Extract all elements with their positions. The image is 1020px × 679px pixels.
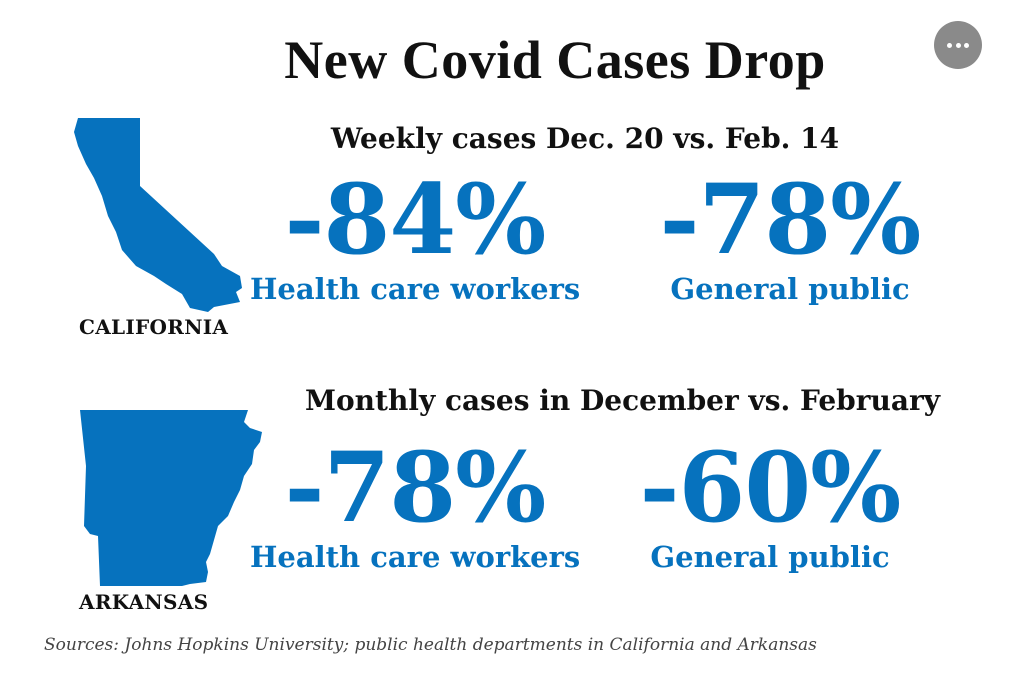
california-map-icon	[74, 118, 242, 312]
stat-label: General public	[650, 540, 890, 574]
state-label-arkansas: ARKANSAS	[79, 590, 209, 614]
more-horizontal-icon	[955, 43, 961, 48]
arkansas-panel: ARKANSAS Monthly cases in December vs. F…	[0, 380, 1020, 620]
stat-value: -60%	[639, 431, 902, 544]
stat-value: -78%	[659, 163, 922, 276]
arkansas-map-icon	[80, 410, 262, 586]
more-horizontal-icon	[964, 43, 969, 48]
stat-ca-health-care: -84% Health care workers	[250, 163, 581, 307]
stat-ca-general-public: -78% General public	[625, 163, 955, 307]
sources-note: Sources: Johns Hopkins University; publi…	[44, 635, 817, 655]
subtitle-california: Weekly cases Dec. 20 vs. Feb. 14	[330, 122, 840, 155]
stat-value: -78%	[284, 431, 547, 544]
stat-label: Health care workers	[250, 540, 581, 574]
stat-ar-general-public: -60% General public	[605, 431, 935, 575]
more-horizontal-icon	[947, 43, 952, 48]
chart-title: New Covid Cases Drop	[284, 30, 826, 90]
stat-value: -84%	[284, 163, 547, 276]
more-options-button[interactable]	[934, 21, 982, 69]
state-label-california: CALIFORNIA	[79, 315, 229, 339]
subtitle-arkansas: Monthly cases in December vs. February	[304, 384, 941, 417]
stat-label: General public	[670, 272, 910, 306]
stat-ar-health-care: -78% Health care workers	[250, 431, 581, 575]
stat-label: Health care workers	[250, 272, 581, 306]
california-panel: CALIFORNIA Weekly cases Dec. 20 vs. Feb.…	[0, 110, 1020, 350]
